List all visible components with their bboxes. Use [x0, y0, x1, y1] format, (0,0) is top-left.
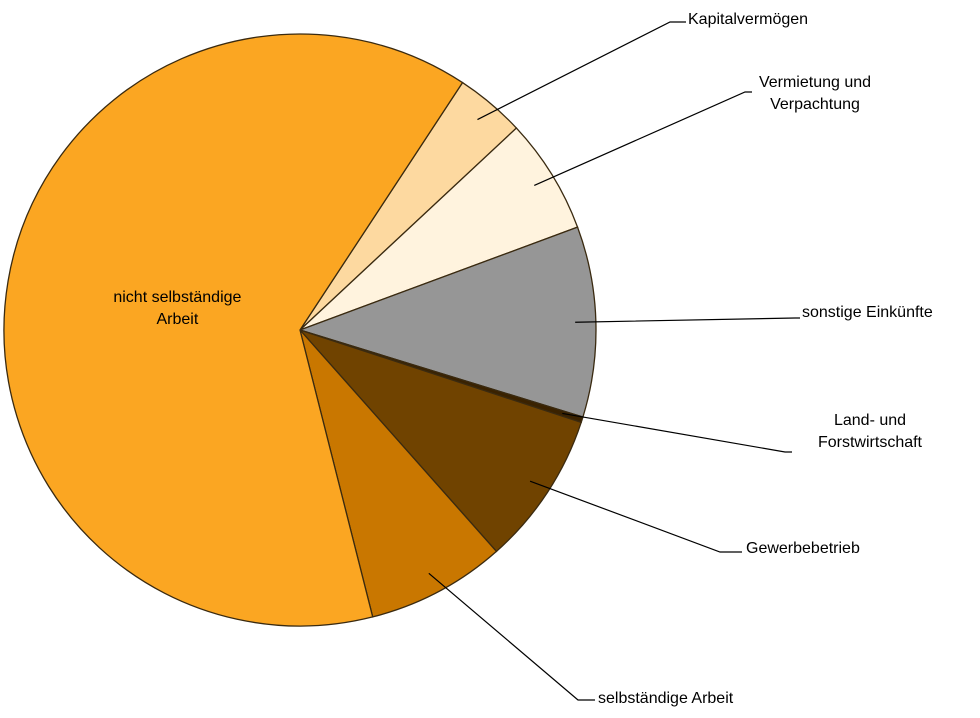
- slice-label: nicht selbständige Arbeit: [113, 289, 242, 329]
- pie-slice: [299, 329, 498, 618]
- slice-label: Land- und Forstwirtschaft: [817, 412, 922, 451]
- pie-slice: [3, 33, 464, 627]
- pie-slice: [299, 127, 579, 331]
- leader-line: [529, 480, 742, 553]
- slice-label: Kapitalvermögen: [688, 11, 809, 28]
- leader-line: [428, 572, 595, 701]
- slice-label: Gewerbebetrieb: [746, 540, 860, 557]
- leader-line: [562, 412, 792, 453]
- leader-line: [575, 317, 800, 323]
- slice-label: selbständige Arbeit: [598, 690, 734, 707]
- leader-line: [534, 91, 752, 186]
- leader-line: [477, 21, 686, 121]
- slice-label: sonstige Einkünfte: [802, 304, 933, 321]
- pie-slice: [297, 328, 583, 553]
- slice-label: Vermietung und Verpachtung: [758, 74, 872, 113]
